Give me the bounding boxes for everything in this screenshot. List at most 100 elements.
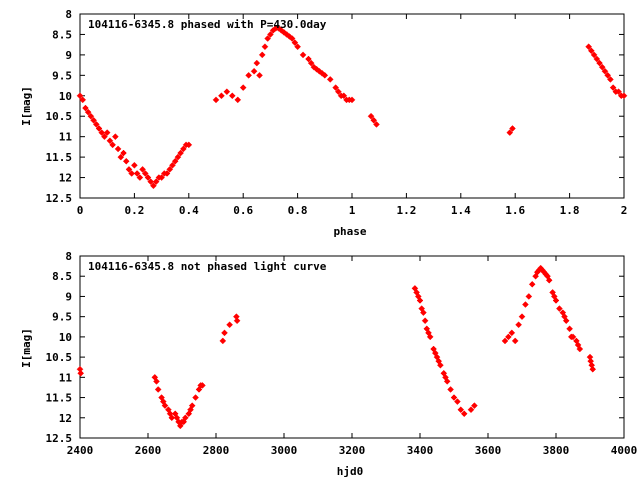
phased-data-point	[131, 161, 138, 169]
unphased-y-tick-label: 9	[65, 290, 72, 303]
phased-data-point	[117, 153, 125, 161]
unphased-x-tick-label: 3000	[271, 444, 298, 457]
phased-data-point	[212, 96, 220, 104]
phased-data-point	[218, 92, 225, 100]
phased-data-point	[615, 88, 622, 96]
unphased-data-point	[76, 365, 84, 373]
phased-x-tick-label: 0	[77, 204, 84, 217]
phased-y-tick-label: 11	[59, 131, 73, 144]
phased-data-point	[253, 59, 261, 67]
unphased-data-point	[545, 276, 553, 284]
unphased-data-point	[515, 321, 522, 329]
phased-data-point	[79, 96, 87, 104]
phased-x-axis-label: phase	[333, 225, 366, 238]
phased-y-tick-label: 8	[65, 8, 72, 21]
phased-x-tick-label: 1.6	[505, 204, 525, 217]
unphased-y-tick-label: 10.5	[46, 351, 73, 364]
phased-data-point	[84, 108, 92, 116]
phased-y-axis-label: I[mag]	[20, 86, 33, 126]
phased-data-point	[348, 96, 356, 104]
unphased-data-point	[576, 345, 584, 353]
unphased-data-point	[199, 382, 206, 389]
unphased-x-tick-label: 3600	[475, 444, 502, 457]
phased-data-point	[139, 166, 146, 173]
phased-data-point	[620, 92, 628, 100]
phased-data-point	[223, 88, 231, 96]
unphased-x-tick-label: 3400	[407, 444, 434, 457]
unphased-data-point	[562, 317, 570, 325]
unphased-data-point	[443, 378, 451, 385]
unphased-light-curve-panel: hjd0 I[mag] 2400 2600 2800 3000 3200 3400 3600…	[20, 250, 637, 478]
phased-data-point	[109, 141, 116, 149]
phased-y-tick-label: 12	[59, 172, 72, 185]
unphased-data-point	[505, 333, 512, 341]
phased-data-point	[166, 166, 174, 173]
phased-data-point	[141, 170, 149, 177]
unphased-data-point	[471, 402, 478, 409]
unphased-y-tick-label: 8.5	[52, 270, 72, 283]
phased-data-point	[598, 63, 606, 71]
unphased-data-point	[532, 272, 539, 280]
phased-data-point	[607, 76, 614, 83]
unphased-data-point	[426, 333, 434, 341]
phased-data-point	[326, 76, 334, 83]
unphased-y-tick-label: 12	[59, 412, 72, 425]
phased-data-point	[367, 112, 375, 120]
unphased-data-point	[173, 414, 181, 422]
phased-data-point	[185, 141, 193, 149]
phased-y-tick-label: 9	[65, 49, 72, 62]
phased-data-point	[321, 71, 329, 79]
unphased-data-point	[528, 280, 536, 288]
unphased-data-point	[154, 386, 162, 393]
phased-data-point	[588, 47, 595, 55]
unphased-y-tick-label: 11.5	[46, 392, 73, 405]
phased-data-point	[609, 84, 617, 91]
phased-data-point	[90, 116, 97, 124]
unphased-data-point	[182, 414, 189, 422]
unphased-data-point	[192, 394, 199, 401]
unphased-data-point	[525, 293, 533, 300]
unphased-data-point	[233, 317, 241, 325]
unphased-data-point	[522, 301, 529, 308]
phased-data-point	[373, 121, 380, 128]
unphased-data-point	[467, 406, 475, 414]
phased-data-point	[144, 174, 152, 181]
phased-data-point	[239, 84, 247, 91]
phased-data-point	[335, 88, 342, 96]
phased-data-point	[180, 145, 187, 153]
phased-data-point	[76, 92, 84, 100]
unphased-data-point	[416, 297, 424, 304]
unphased-data-point	[501, 337, 509, 345]
unphased-data-point	[556, 305, 563, 312]
unphased-x-axis-label: hjd0	[337, 465, 364, 478]
phased-data-point	[171, 157, 179, 165]
unphased-data-point	[460, 410, 468, 418]
unphased-data-point	[165, 406, 172, 414]
phased-data-point	[101, 133, 108, 141]
phased-data-point	[340, 92, 348, 100]
phased-data-point	[288, 35, 296, 42]
phased-data-point	[174, 153, 182, 161]
phased-x-tick-label: 1	[349, 204, 356, 217]
unphased-data-point	[586, 353, 594, 361]
unphased-x-tick-label: 3200	[339, 444, 366, 457]
phased-data-point	[261, 43, 269, 51]
phased-data-point	[294, 43, 301, 51]
phased-data-point	[307, 59, 315, 67]
unphased-data-point	[569, 333, 577, 341]
unphased-data-point	[153, 378, 160, 385]
phased-x-tick-label: 0.2	[124, 204, 144, 217]
unphased-data-point	[454, 398, 461, 405]
unphased-x-tick-label: 4000	[611, 444, 638, 457]
phased-y-tick-label: 9.5	[52, 69, 72, 82]
unphased-y-tick-label: 10	[59, 331, 72, 344]
unphased-data-point	[180, 418, 188, 426]
phased-data-point	[332, 84, 340, 91]
unphased-data-point	[411, 285, 419, 292]
unphased-data-point	[221, 329, 228, 337]
phased-y-tick-label: 10	[59, 90, 72, 103]
phased-data-point	[291, 39, 299, 46]
unphased-y-tick-label: 12.5	[46, 432, 73, 445]
unphased-data-point	[518, 313, 526, 321]
